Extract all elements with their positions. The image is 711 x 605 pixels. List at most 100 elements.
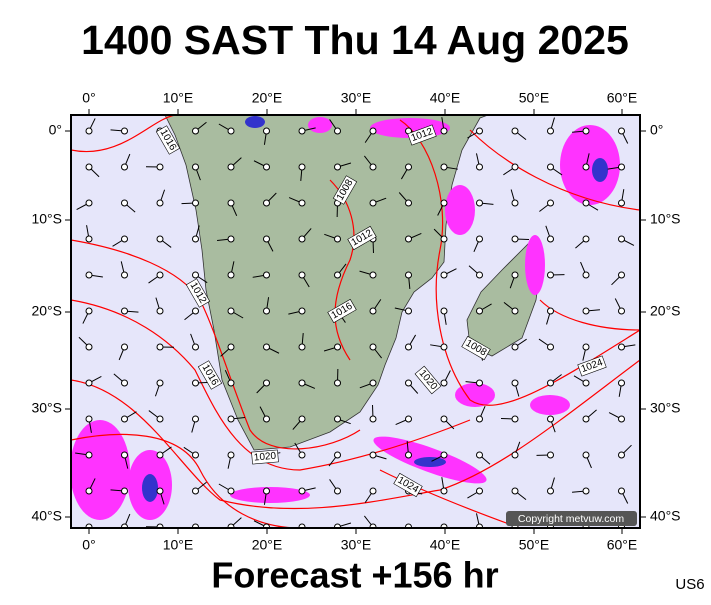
station bbox=[441, 164, 447, 170]
map-area: Copyright metvuw.com 1016100810121012101… bbox=[70, 115, 640, 541]
station bbox=[370, 416, 376, 422]
station bbox=[583, 380, 589, 386]
station bbox=[370, 128, 376, 134]
station bbox=[619, 452, 625, 458]
station bbox=[299, 236, 305, 242]
lon-label-top: 40°E bbox=[430, 90, 461, 106]
station bbox=[512, 236, 518, 242]
station bbox=[370, 452, 376, 458]
lat-label-right: 30°S bbox=[650, 400, 681, 416]
lat-label-right: 20°S bbox=[650, 303, 681, 319]
model-code: US6 bbox=[675, 576, 704, 593]
station bbox=[157, 416, 163, 422]
station bbox=[335, 380, 341, 386]
station bbox=[619, 380, 625, 386]
lon-label-bottom: 60°E bbox=[607, 537, 638, 553]
station bbox=[583, 488, 589, 494]
station bbox=[299, 272, 305, 278]
station bbox=[583, 164, 589, 170]
station bbox=[406, 236, 412, 242]
station bbox=[619, 344, 625, 350]
lon-label-bottom: 30°E bbox=[341, 537, 372, 553]
station bbox=[122, 128, 128, 134]
station bbox=[477, 452, 483, 458]
station bbox=[441, 344, 447, 350]
lon-label-bottom: 20°E bbox=[252, 537, 283, 553]
station bbox=[583, 272, 589, 278]
station bbox=[193, 452, 199, 458]
station bbox=[548, 416, 554, 422]
station bbox=[583, 200, 589, 206]
station bbox=[299, 128, 305, 134]
station bbox=[548, 128, 554, 134]
copyright: Copyright metvuw.com bbox=[518, 513, 624, 525]
station bbox=[406, 344, 412, 350]
station bbox=[619, 236, 625, 242]
station bbox=[122, 488, 128, 494]
lon-label-bottom: 10°E bbox=[163, 537, 194, 553]
station bbox=[548, 308, 554, 314]
station bbox=[228, 200, 234, 206]
station bbox=[619, 488, 625, 494]
station bbox=[583, 416, 589, 422]
station bbox=[122, 452, 128, 458]
station bbox=[406, 416, 412, 422]
station bbox=[583, 344, 589, 350]
station bbox=[86, 272, 92, 278]
station bbox=[441, 452, 447, 458]
station bbox=[299, 164, 305, 170]
station bbox=[548, 452, 554, 458]
station bbox=[370, 272, 376, 278]
station bbox=[157, 200, 163, 206]
station bbox=[512, 128, 518, 134]
station bbox=[157, 452, 163, 458]
station bbox=[122, 272, 128, 278]
station bbox=[86, 200, 92, 206]
station bbox=[228, 308, 234, 314]
station bbox=[122, 200, 128, 206]
lon-label-top: 50°E bbox=[519, 90, 550, 106]
station bbox=[335, 128, 341, 134]
station bbox=[619, 200, 625, 206]
station bbox=[441, 272, 447, 278]
station bbox=[193, 272, 199, 278]
station bbox=[193, 344, 199, 350]
station bbox=[264, 308, 270, 314]
station bbox=[583, 452, 589, 458]
station bbox=[228, 236, 234, 242]
station bbox=[228, 416, 234, 422]
title: 1400 SAST Thu 14 Aug 2025 bbox=[81, 17, 629, 63]
station bbox=[370, 164, 376, 170]
station bbox=[228, 272, 234, 278]
station bbox=[157, 164, 163, 170]
lon-label-bottom: 0° bbox=[82, 537, 95, 553]
lon-label-top: 20°E bbox=[252, 90, 283, 106]
station bbox=[441, 236, 447, 242]
forecast-label: Forecast +156 hr bbox=[211, 555, 498, 596]
isobar-label: 1020 bbox=[252, 450, 279, 464]
station bbox=[86, 452, 92, 458]
station bbox=[370, 308, 376, 314]
station bbox=[86, 308, 92, 314]
station bbox=[86, 416, 92, 422]
station bbox=[264, 488, 270, 494]
station bbox=[335, 236, 341, 242]
station bbox=[122, 380, 128, 386]
station bbox=[512, 488, 518, 494]
station bbox=[406, 308, 412, 314]
station bbox=[406, 380, 412, 386]
lat-label-left: 40°S bbox=[31, 508, 62, 524]
station bbox=[512, 200, 518, 206]
station bbox=[441, 308, 447, 314]
station bbox=[583, 236, 589, 242]
station bbox=[264, 200, 270, 206]
station bbox=[86, 488, 92, 494]
station bbox=[619, 272, 625, 278]
station bbox=[477, 488, 483, 494]
lat-label-right: 10°S bbox=[650, 211, 681, 227]
station bbox=[86, 344, 92, 350]
station bbox=[477, 200, 483, 206]
station bbox=[370, 488, 376, 494]
station bbox=[477, 308, 483, 314]
station bbox=[264, 272, 270, 278]
